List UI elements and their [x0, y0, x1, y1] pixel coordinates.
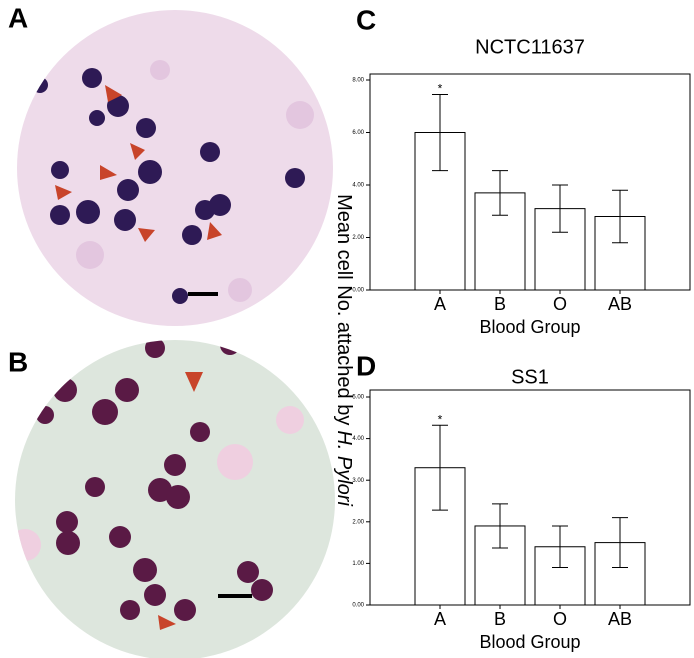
- y-tick-label: 1.00: [352, 561, 364, 567]
- annotation: *: [438, 82, 443, 96]
- error-bar: [492, 503, 508, 549]
- y-tick-label: 4.00: [352, 183, 364, 189]
- x-tick-label: A: [434, 294, 446, 314]
- y-tick-label: 2.00: [352, 235, 364, 241]
- panel-label: C: [356, 4, 376, 35]
- y-tick-label: 8.00: [352, 78, 364, 84]
- error-bar: [552, 525, 568, 569]
- chart-title: NCTC11637: [475, 36, 585, 58]
- error-bar: [612, 517, 628, 569]
- chart-title: SS1: [511, 366, 549, 388]
- x-tick-label: B: [494, 294, 506, 314]
- y-tick-label: 0.00: [352, 603, 364, 609]
- x-tick-label: O: [553, 294, 567, 314]
- panel-label: A: [8, 2, 28, 33]
- micrograph-a: [17, 10, 333, 326]
- error-bar: [552, 184, 568, 233]
- y-tick-label: 3.00: [352, 478, 364, 484]
- error-bar: [432, 93, 448, 172]
- plot-frame: [369, 73, 691, 291]
- error-bar: [432, 424, 448, 511]
- panel-label: B: [8, 346, 28, 377]
- x-tick-label: B: [494, 609, 506, 629]
- x-tick-label: AB: [608, 294, 632, 314]
- y-tick-label: 4.00: [352, 436, 364, 442]
- x-axis-label: Blood Group: [479, 632, 580, 652]
- x-tick-label: A: [434, 609, 446, 629]
- y-axis-label-italic: H. Pylori: [333, 430, 355, 506]
- y-tick-label: 5.00: [352, 395, 364, 401]
- panel-label: D: [356, 350, 376, 381]
- error-bar: [492, 170, 508, 216]
- y-axis-label-text: Mean cell No. attached by: [333, 194, 355, 425]
- error-bar: [612, 189, 628, 244]
- micrograph-b: [15, 340, 335, 658]
- x-tick-label: AB: [608, 609, 632, 629]
- x-axis-label: Blood Group: [479, 317, 580, 337]
- x-tick-label: O: [553, 609, 567, 629]
- y-tick-label: 6.00: [352, 130, 364, 136]
- plot-frame: [369, 389, 691, 606]
- y-tick-label: 0.00: [352, 288, 364, 294]
- y-tick-label: 2.00: [352, 519, 364, 525]
- y-axis-label: Mean cell No. attached by H. Pylori: [333, 194, 355, 506]
- annotation: *: [438, 412, 443, 426]
